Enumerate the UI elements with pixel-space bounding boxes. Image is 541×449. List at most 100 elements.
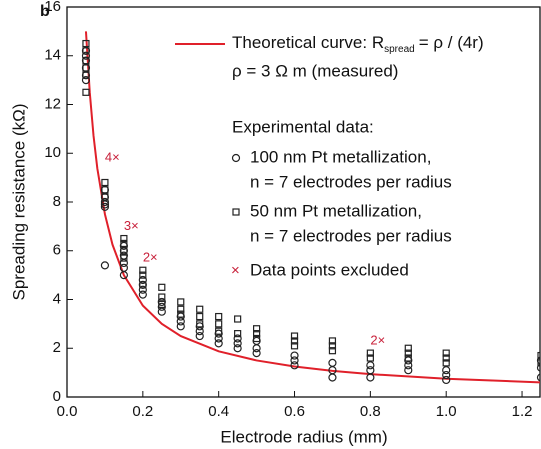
legend-sub: spread bbox=[384, 44, 415, 55]
square-point bbox=[366, 354, 374, 362]
y-tick-label: 16 bbox=[44, 0, 61, 15]
legend-symbol bbox=[231, 153, 241, 163]
excluded-point: 4× bbox=[105, 150, 120, 165]
y-tick-label: 8 bbox=[53, 193, 61, 210]
square-point bbox=[120, 239, 128, 248]
y-axis-label: Spreading resistance (kΩ) bbox=[9, 104, 28, 301]
square-point bbox=[177, 298, 185, 306]
legend-part: Theoretical curve: R bbox=[232, 33, 384, 52]
square-point bbox=[290, 337, 299, 345]
circle-point bbox=[290, 356, 299, 365]
circle-point bbox=[138, 290, 147, 299]
y-tick-label: 12 bbox=[44, 95, 61, 112]
square-point bbox=[120, 234, 128, 243]
excluded-point: 2× bbox=[370, 332, 385, 347]
circle-point bbox=[442, 375, 451, 385]
square-point bbox=[101, 178, 109, 187]
square-point bbox=[290, 332, 299, 340]
legend-label: Theoretical curve: Rspread = ρ / (4r) bbox=[232, 33, 484, 54]
circle-point bbox=[442, 370, 451, 380]
circle-point bbox=[81, 51, 91, 60]
circle-point bbox=[252, 344, 261, 353]
x-tick-label: 0.2 bbox=[132, 403, 153, 420]
circle-point bbox=[138, 275, 147, 285]
y-tick-label: 4 bbox=[53, 290, 61, 307]
circle-point bbox=[176, 317, 185, 326]
square-point bbox=[82, 39, 90, 48]
circle-point bbox=[536, 363, 540, 372]
x-tick-label: 0.6 bbox=[284, 403, 305, 420]
y-tick-label: 2 bbox=[53, 339, 61, 356]
plot-area: 4× 3× 2× 2× × bbox=[81, 31, 540, 385]
square-point bbox=[290, 342, 299, 350]
circle-point bbox=[233, 344, 242, 353]
square-point bbox=[537, 359, 540, 367]
square-point bbox=[82, 47, 90, 55]
legend-label: n = 7 electrodes per radius bbox=[250, 172, 452, 191]
square-point bbox=[82, 64, 90, 72]
square-point bbox=[139, 271, 147, 279]
legend-label: 100 nm Pt metallization, bbox=[250, 147, 431, 166]
square-point bbox=[120, 247, 128, 255]
square-point bbox=[234, 315, 242, 323]
square-point bbox=[158, 300, 166, 308]
square-point bbox=[139, 281, 147, 289]
square-point bbox=[82, 57, 90, 65]
circle-point bbox=[100, 197, 110, 207]
square-point bbox=[82, 88, 90, 96]
square-point bbox=[442, 354, 450, 362]
excluded-point: 3× bbox=[124, 218, 139, 233]
square-point bbox=[253, 330, 261, 338]
circle-point bbox=[536, 373, 540, 382]
square-point bbox=[177, 310, 185, 318]
circle-point bbox=[404, 366, 413, 375]
square-point bbox=[404, 344, 412, 352]
x-tick-label: 0.8 bbox=[360, 403, 381, 420]
circle-point bbox=[195, 327, 204, 336]
circle-point bbox=[328, 373, 337, 382]
square-point bbox=[215, 327, 223, 335]
circle-point bbox=[100, 202, 110, 211]
square-point bbox=[82, 71, 90, 79]
square-point bbox=[442, 349, 450, 357]
square-point bbox=[158, 293, 166, 301]
square-point bbox=[177, 305, 185, 313]
circle-point bbox=[366, 361, 375, 370]
square-point bbox=[215, 320, 223, 328]
legend-label: 50 nm Pt metallization, bbox=[250, 201, 422, 220]
theory-curve bbox=[84, 31, 540, 384]
square-point bbox=[158, 283, 166, 291]
circle-point bbox=[195, 331, 204, 341]
square-point bbox=[366, 349, 374, 357]
circle-point bbox=[233, 334, 242, 343]
legend-label: n = 7 electrodes per radius bbox=[250, 226, 452, 245]
square-point bbox=[442, 359, 450, 367]
legend-part: = ρ / (4r) bbox=[419, 33, 484, 52]
square-point bbox=[253, 334, 261, 343]
square-point bbox=[253, 325, 261, 333]
square-point bbox=[328, 347, 337, 355]
x-tick-label: 1.2 bbox=[512, 403, 533, 420]
circle-point bbox=[290, 361, 299, 370]
legend-symbol: × bbox=[231, 262, 240, 279]
x-axis-label: Electrode radius (mm) bbox=[220, 427, 387, 446]
circle-point bbox=[442, 366, 451, 375]
square-point bbox=[120, 254, 128, 262]
square-point bbox=[196, 305, 204, 313]
panel-label: b bbox=[40, 3, 50, 20]
circle-point bbox=[214, 339, 223, 348]
circle-point bbox=[157, 307, 166, 316]
annotation: ρ = 3 Ω m (measured) bbox=[232, 61, 398, 80]
square-point bbox=[404, 354, 412, 362]
square-point bbox=[234, 330, 242, 338]
circle-point bbox=[81, 76, 91, 85]
square-point bbox=[404, 349, 412, 357]
square-point bbox=[196, 312, 204, 321]
circle-point bbox=[290, 351, 299, 360]
legend-symbol bbox=[232, 208, 240, 216]
square-point bbox=[139, 266, 147, 274]
square-point bbox=[215, 312, 223, 321]
legend-label: Data points excluded bbox=[250, 260, 409, 279]
circle-point bbox=[214, 334, 223, 343]
